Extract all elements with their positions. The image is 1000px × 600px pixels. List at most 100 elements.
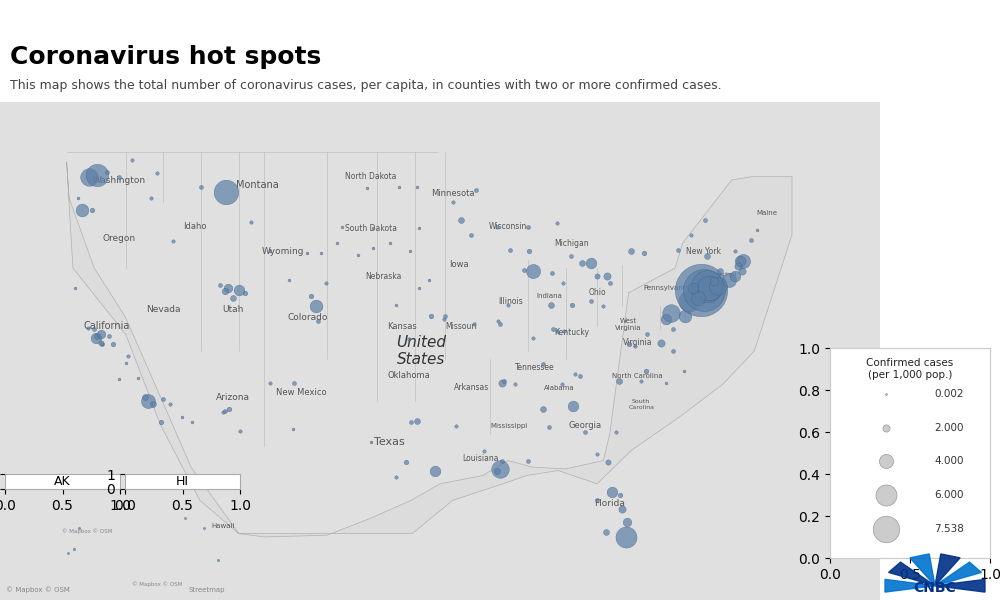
Point: [286, 378, 302, 388]
Text: Confirmed cases
(per 1,000 pop.): Confirmed cases (per 1,000 pop.): [866, 358, 954, 380]
Point: [89, 331, 105, 341]
Polygon shape: [67, 162, 792, 537]
Text: Nevada: Nevada: [146, 305, 181, 314]
Text: Arizona: Arizona: [216, 393, 250, 402]
Text: Mississippi: Mississippi: [491, 422, 528, 428]
Point: [318, 278, 334, 288]
Text: Florida: Florida: [594, 499, 625, 508]
Point: [99, 167, 115, 176]
Point: [285, 424, 301, 434]
Text: Coronavirus hot spots: Coronavirus hot spots: [10, 45, 321, 69]
Point: [611, 376, 627, 386]
Point: [388, 300, 404, 310]
Text: Alabama: Alabama: [544, 385, 575, 391]
Point: [174, 413, 190, 422]
Point: [878, 423, 894, 433]
Point: [727, 247, 743, 256]
Point: [466, 320, 482, 329]
Text: Wisconsin: Wisconsin: [489, 222, 527, 231]
Point: [554, 379, 570, 389]
Point: [350, 250, 366, 260]
Point: [93, 338, 109, 347]
Point: [710, 281, 726, 291]
Point: [210, 554, 226, 564]
Point: [690, 293, 706, 302]
Point: [712, 266, 728, 276]
Point: [600, 457, 616, 467]
Point: [489, 466, 505, 475]
Point: [721, 275, 737, 284]
Text: Illinois: Illinois: [498, 296, 523, 305]
Point: [663, 308, 679, 317]
Point: [623, 247, 639, 256]
Point: [437, 311, 453, 321]
Point: [70, 193, 86, 203]
Point: [409, 416, 425, 425]
Point: [490, 316, 506, 326]
Point: [155, 394, 171, 404]
Text: Dashboard: Dashboard: [10, 7, 63, 17]
Text: Indiana: Indiana: [536, 293, 562, 299]
Point: [701, 283, 717, 293]
Text: Nebraska: Nebraska: [365, 272, 402, 281]
Point: [696, 285, 712, 295]
Text: Minnesota: Minnesota: [431, 189, 474, 198]
Point: [544, 268, 560, 278]
Text: Louisiana: Louisiana: [462, 454, 498, 463]
Point: [448, 421, 464, 431]
Point: [120, 351, 136, 361]
Point: [500, 300, 516, 310]
Polygon shape: [935, 554, 960, 586]
Point: [308, 301, 324, 311]
Point: [572, 371, 588, 380]
Text: 0.002: 0.002: [934, 389, 964, 399]
Point: [618, 532, 634, 542]
Text: New Jersey: New Jersey: [685, 299, 715, 304]
Point: [541, 422, 557, 432]
Point: [177, 512, 193, 522]
Text: Missouri: Missouri: [445, 322, 477, 331]
Point: [599, 271, 615, 281]
Point: [525, 266, 541, 276]
Text: Maine: Maine: [756, 210, 777, 216]
Point: [878, 457, 894, 466]
FancyBboxPatch shape: [0, 102, 880, 600]
Text: Idaho: Idaho: [183, 222, 207, 231]
Point: [583, 258, 599, 268]
Point: [677, 311, 693, 321]
Point: [281, 275, 297, 284]
Point: [193, 182, 209, 191]
Point: [658, 314, 674, 324]
Point: [665, 325, 681, 334]
Polygon shape: [935, 580, 985, 592]
Text: United
States: United States: [396, 335, 446, 367]
Point: [535, 359, 551, 369]
Point: [665, 346, 681, 356]
Point: [184, 418, 200, 427]
Point: [411, 223, 427, 233]
Point: [489, 221, 505, 231]
Text: Arkansas: Arkansas: [454, 383, 489, 392]
Text: Utah: Utah: [222, 305, 243, 314]
Point: [567, 370, 583, 379]
Point: [81, 172, 97, 181]
Text: AK: AK: [54, 475, 71, 488]
Point: [520, 456, 536, 466]
Text: 6.000: 6.000: [934, 490, 964, 500]
Text: North Dakota: North Dakota: [345, 172, 397, 181]
Point: [699, 251, 715, 261]
Point: [105, 340, 121, 349]
Point: [67, 283, 83, 293]
Text: New Mexico: New Mexico: [276, 388, 327, 397]
Point: [743, 235, 759, 245]
Point: [101, 331, 117, 341]
Point: [639, 329, 655, 339]
Polygon shape: [885, 580, 935, 592]
Text: 7.538: 7.538: [934, 524, 964, 533]
Point: [329, 238, 345, 248]
Point: [697, 215, 713, 224]
Text: 2.000: 2.000: [934, 423, 964, 433]
Point: [492, 320, 508, 329]
Text: 4.000: 4.000: [934, 457, 964, 466]
Point: [359, 184, 375, 193]
